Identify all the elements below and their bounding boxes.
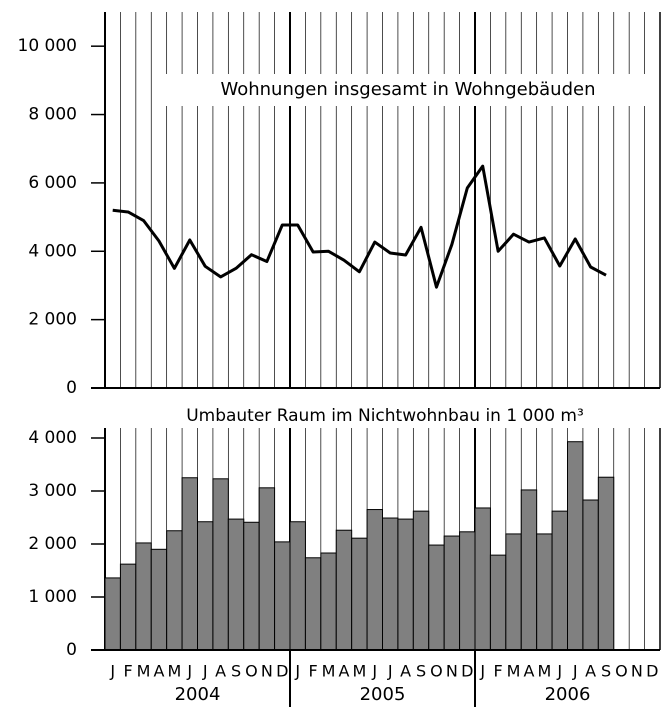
bar — [412, 510, 430, 651]
bar — [304, 557, 322, 651]
bar — [428, 544, 445, 651]
x-tick-label: S — [601, 662, 611, 681]
bar — [489, 554, 507, 651]
title-box — [165, 74, 650, 106]
x-tick-label: J — [202, 662, 208, 681]
x-tick-label: D — [461, 662, 473, 681]
x-tick-label: M — [537, 662, 551, 681]
x-tick-label: J — [479, 662, 485, 681]
bar — [459, 531, 476, 651]
y-tick-label: 2 000 — [28, 534, 77, 554]
year-label: 2004 — [175, 684, 221, 705]
x-tick-label: F — [309, 662, 318, 681]
x-tick-label: J — [572, 662, 578, 681]
y-tick-label: 8 000 — [28, 105, 77, 125]
x-tick-label: J — [387, 662, 393, 681]
y-tick-label: 0 — [66, 378, 77, 398]
bar — [181, 477, 198, 651]
bar — [551, 510, 568, 651]
x-tick-label: M — [352, 662, 366, 681]
year-label: 2005 — [360, 684, 406, 705]
x-tick-label: N — [446, 662, 458, 681]
bar — [382, 517, 399, 651]
x-tick-label: A — [215, 662, 226, 681]
x-tick-label: O — [245, 662, 258, 681]
chart-title: Umbauter Raum im Nichtwohnbau in 1 000 m… — [186, 406, 584, 426]
bar — [166, 530, 183, 651]
x-tick-label: J — [186, 662, 192, 681]
x-tick-label: J — [371, 662, 377, 681]
y-tick-label: 6 000 — [28, 173, 77, 193]
x-tick-label: J — [556, 662, 562, 681]
bar — [397, 518, 414, 651]
bar — [197, 521, 214, 651]
x-tick-label: A — [585, 662, 596, 681]
bar — [366, 509, 384, 651]
bar — [443, 535, 461, 651]
bar — [104, 577, 121, 651]
bar — [520, 489, 538, 651]
bar — [567, 441, 584, 651]
bar — [243, 521, 260, 651]
x-tick-label: F — [124, 662, 133, 681]
x-tick-label: A — [400, 662, 411, 681]
y-tick-label: 4 000 — [28, 241, 77, 261]
bar — [289, 521, 306, 651]
x-tick-label: N — [631, 662, 643, 681]
x-tick-label: O — [615, 662, 628, 681]
bar — [119, 563, 137, 651]
x-tick-label: N — [261, 662, 273, 681]
year-label: 2006 — [545, 684, 591, 705]
bar — [320, 552, 337, 651]
x-tick-label: A — [153, 662, 164, 681]
bar — [351, 537, 368, 651]
y-tick-label: 2 000 — [28, 310, 77, 330]
y-tick-label: 0 — [66, 640, 77, 660]
bar — [258, 487, 276, 651]
bar — [150, 548, 168, 651]
bar — [582, 499, 599, 651]
x-tick-label: M — [507, 662, 521, 681]
line — [112, 164, 607, 289]
bar — [536, 533, 553, 651]
x-tick-label: O — [430, 662, 443, 681]
x-tick-label: M — [167, 662, 181, 681]
x-tick-label: J — [109, 662, 115, 681]
x-tick-label: S — [416, 662, 426, 681]
x-tick-label: M — [137, 662, 151, 681]
chart-title: Wohnungen insgesamt in Wohngebäuden — [220, 79, 595, 100]
x-tick-label: A — [523, 662, 534, 681]
y-tick-label: 10 000 — [18, 36, 77, 56]
x-tick-label: F — [494, 662, 503, 681]
y-tick-label: 3 000 — [28, 481, 77, 501]
bar — [597, 476, 615, 651]
bar — [474, 507, 491, 651]
x-tick-label: D — [276, 662, 288, 681]
bar — [227, 518, 245, 651]
bar — [212, 478, 229, 651]
bar — [135, 542, 152, 651]
x-tick-label: D — [646, 662, 658, 681]
y-tick-label: 4 000 — [28, 428, 77, 448]
x-tick-label: S — [231, 662, 241, 681]
bar — [505, 533, 522, 651]
x-tick-label: M — [322, 662, 336, 681]
bar — [274, 541, 291, 651]
y-tick-label: 1 000 — [28, 587, 77, 607]
bar — [335, 529, 353, 651]
x-tick-label: J — [294, 662, 300, 681]
x-tick-label: A — [338, 662, 349, 681]
